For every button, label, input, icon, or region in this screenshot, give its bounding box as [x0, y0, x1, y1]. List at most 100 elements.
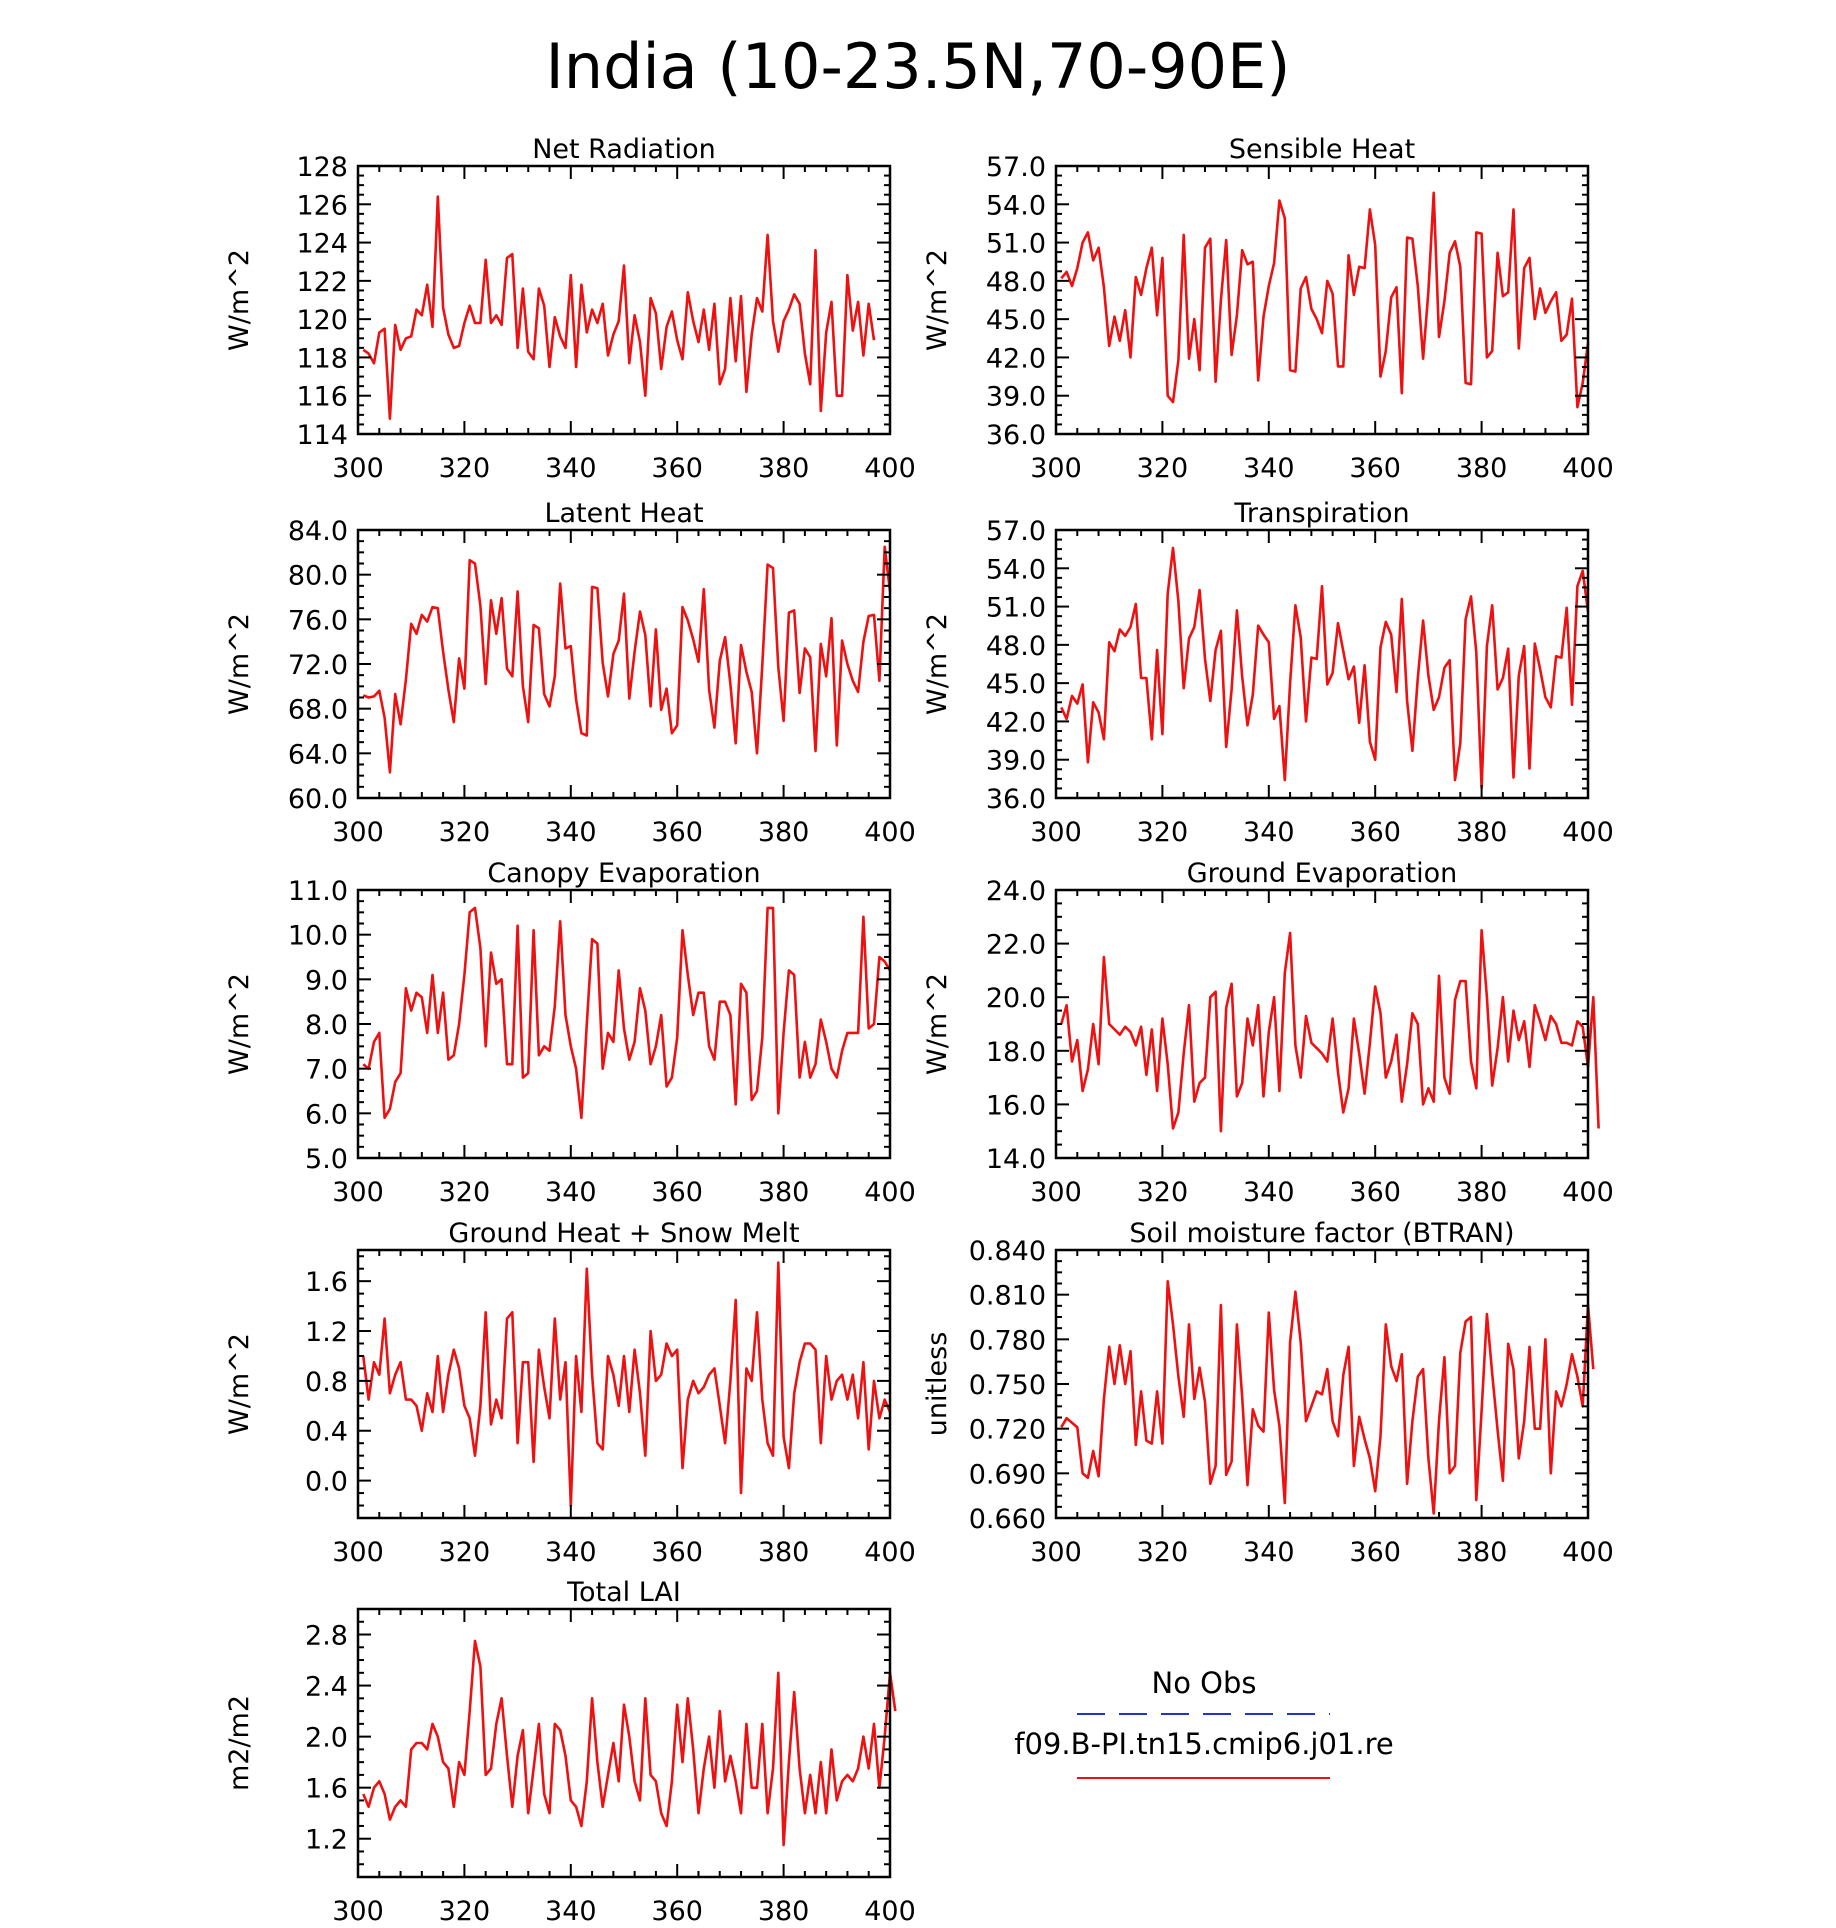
y-tick-label: 128	[296, 152, 348, 183]
chart-panel: 300 320 340 360 380 400 0.660 0.690 0.720 0.750 0.…	[922, 1218, 1614, 1568]
y-tick-label: 11.0	[288, 876, 348, 907]
x-tick-label: 380	[758, 817, 810, 848]
x-tick-label: 340	[545, 453, 597, 484]
y-axis-label: W/m^2	[922, 973, 953, 1075]
y-tick-label: 2.8	[305, 1621, 348, 1652]
series-line	[1060, 191, 1590, 409]
y-tick-label: 22.0	[986, 930, 1046, 961]
x-tick-label: 340	[545, 1177, 597, 1208]
x-tick-label: 300	[332, 453, 384, 484]
x-tick-label: 340	[1243, 817, 1295, 848]
y-tick-label: 0.660	[969, 1504, 1046, 1535]
y-tick-label: 54.0	[986, 190, 1046, 221]
chart-panel: 300 320 340 360 380 400 5.0 6.0 7.0 8.0 9.0 10.0 11.…	[224, 858, 916, 1208]
x-tick-label: 400	[1562, 1537, 1614, 1568]
chart-title: Transpiration	[1233, 498, 1409, 529]
x-tick-label: 320	[1137, 1177, 1189, 1208]
x-tick-label: 360	[651, 1177, 703, 1208]
y-tick-label: 9.0	[305, 965, 348, 996]
x-tick-label: 300	[332, 817, 384, 848]
chart-title: Sensible Heat	[1229, 134, 1415, 165]
y-tick-label: 118	[296, 343, 348, 374]
y-tick-label: 0.750	[969, 1370, 1046, 1401]
series-line	[362, 545, 892, 774]
x-tick-label: 320	[439, 453, 491, 484]
y-tick-label: 76.0	[288, 605, 348, 636]
y-tick-label: 0.8	[305, 1367, 348, 1398]
legend-model-label: f09.B-PI.tn15.cmip6.j01.re	[1014, 1727, 1393, 1761]
series-line	[362, 195, 876, 421]
y-tick-label: 42.0	[986, 707, 1046, 738]
y-tick-label: 116	[296, 382, 348, 413]
y-tick-label: 8.0	[305, 1010, 348, 1041]
x-tick-label: 380	[758, 1896, 810, 1927]
y-tick-label: 120	[296, 305, 348, 336]
x-tick-label: 340	[545, 1537, 597, 1568]
y-tick-label: 39.0	[986, 746, 1046, 777]
series-line	[362, 1639, 897, 1847]
x-tick-label: 400	[1562, 817, 1614, 848]
chart-title: Ground Evaporation	[1187, 858, 1458, 889]
y-tick-label: 114	[296, 420, 348, 451]
x-tick-label: 360	[1349, 453, 1401, 484]
y-tick-label: 126	[296, 190, 348, 221]
chart-panel: 300 320 340 360 380 400 36.0 39.0 42.0 45.0 48.0 51…	[922, 498, 1614, 848]
y-tick-label: 72.0	[288, 650, 348, 681]
x-tick-label: 400	[864, 1177, 916, 1208]
chart-panel: 300 320 340 360 380 400 14.0 16.0 18.0 20.0 22.0 24…	[922, 858, 1614, 1208]
series-line	[1060, 928, 1600, 1133]
x-tick-label: 400	[864, 1896, 916, 1927]
legend-obs-label: No Obs	[1152, 1666, 1257, 1700]
y-tick-label: 68.0	[288, 695, 348, 726]
chart-title: Latent Heat	[544, 498, 703, 529]
x-tick-label: 300	[332, 1896, 384, 1927]
x-tick-label: 400	[864, 453, 916, 484]
x-tick-label: 340	[1243, 453, 1295, 484]
x-tick-label: 300	[1030, 1177, 1082, 1208]
y-axis-label: W/m^2	[224, 613, 255, 715]
y-axis-label: m2/m2	[224, 1695, 255, 1791]
series-line	[1060, 546, 1590, 790]
y-tick-label: 57.0	[986, 152, 1046, 183]
x-tick-label: 400	[1562, 453, 1614, 484]
series-line	[362, 1261, 892, 1507]
y-axis-label: W/m^2	[224, 249, 255, 351]
y-tick-label: 45.0	[986, 669, 1046, 700]
y-tick-label: 0.4	[305, 1417, 348, 1448]
legend: No Obs f09.B-PI.tn15.cmip6.j01.re	[1014, 1666, 1394, 1779]
y-tick-label: 39.0	[986, 382, 1046, 413]
y-tick-label: 16.0	[986, 1090, 1046, 1121]
x-tick-label: 300	[332, 1177, 384, 1208]
x-tick-label: 320	[439, 1537, 491, 1568]
y-tick-label: 51.0	[986, 593, 1046, 624]
x-tick-label: 360	[1349, 817, 1401, 848]
y-tick-label: 24.0	[986, 876, 1046, 907]
y-tick-label: 5.0	[305, 1144, 348, 1175]
y-tick-label: 80.0	[288, 561, 348, 592]
series-line	[362, 906, 892, 1120]
y-tick-label: 122	[296, 267, 348, 298]
x-tick-label: 320	[1137, 453, 1189, 484]
y-tick-label: 1.2	[305, 1825, 348, 1856]
y-axis-label: unitless	[922, 1332, 953, 1437]
y-tick-label: 0.690	[969, 1459, 1046, 1490]
chart-title: Total LAI	[566, 1577, 681, 1608]
y-tick-label: 1.6	[305, 1774, 348, 1805]
x-tick-label: 340	[545, 1896, 597, 1927]
y-axis-label: W/m^2	[224, 973, 255, 1075]
y-tick-label: 0.780	[969, 1325, 1046, 1356]
x-tick-label: 380	[1456, 1537, 1508, 1568]
y-tick-label: 20.0	[986, 983, 1046, 1014]
y-tick-label: 42.0	[986, 343, 1046, 374]
y-tick-label: 14.0	[986, 1144, 1046, 1175]
y-tick-label: 84.0	[288, 516, 348, 547]
y-tick-label: 0.840	[969, 1236, 1046, 1267]
x-tick-label: 320	[1137, 1537, 1189, 1568]
x-tick-label: 320	[439, 817, 491, 848]
x-tick-label: 380	[758, 453, 810, 484]
x-tick-label: 400	[1562, 1177, 1614, 1208]
x-tick-label: 360	[1349, 1537, 1401, 1568]
x-tick-label: 340	[545, 817, 597, 848]
chart-panel: 300 320 340 360 380 400 36.0 39.0 42.0 45.0 48.0 51…	[922, 134, 1614, 484]
